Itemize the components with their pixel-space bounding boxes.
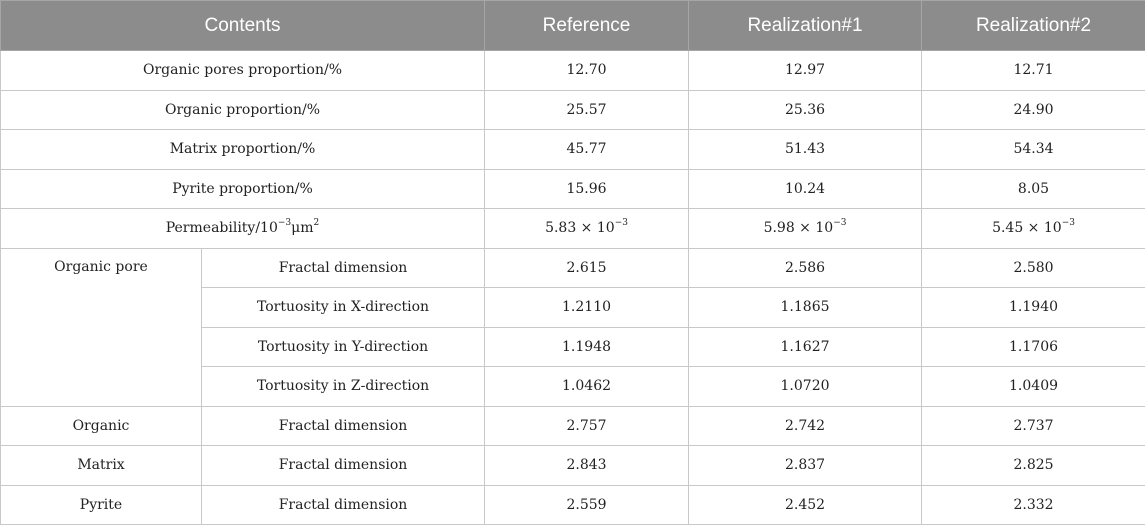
table-row: Pyrite Fractal dimension 2.559 2.452 2.3… — [0, 484, 1145, 525]
cell-reference: 2.615 — [484, 247, 690, 288]
cell-realization-1: 51.43 — [688, 129, 923, 170]
cell-realization-1: 1.1865 — [688, 287, 923, 328]
permeability-mantissa: 5.83 × 10 — [545, 220, 615, 237]
table-row: Matrix proportion/% 45.77 51.43 54.34 — [0, 129, 1145, 170]
phase-label: Pyrite — [0, 484, 202, 525]
row-label: Pyrite proportion/% — [0, 168, 486, 209]
cell-reference: 2.757 — [484, 405, 690, 446]
sub-label: Tortuosity in Y-direction — [200, 326, 486, 367]
permeability-exponent: −3 — [833, 218, 847, 229]
cell-reference: 2.559 — [484, 484, 690, 525]
header-row: Contents Reference Realization#1 Realiza… — [0, 0, 1145, 51]
phase-label: Organic — [0, 405, 202, 446]
cell-realization-2: 1.1706 — [921, 326, 1145, 367]
cell-realization-1: 10.24 — [688, 168, 923, 209]
cell-realization-1: 2.742 — [688, 405, 923, 446]
sub-label: Tortuosity in X-direction — [200, 287, 486, 328]
cell-reference: 25.57 — [484, 89, 690, 130]
cell-realization-1: 1.0720 — [688, 366, 923, 407]
table-row: Organic Fractal dimension 2.757 2.742 2.… — [0, 405, 1145, 446]
cell-realization-2: 5.45 × 10−3 — [921, 208, 1145, 249]
sub-label: Tortuosity in Z-direction — [200, 366, 486, 407]
permeability-label: Permeability/10−3μm2 — [0, 208, 486, 249]
permeability-label-exponent: −3 — [277, 218, 292, 229]
table-row: Tortuosity in Y-direction 1.1948 1.1627 … — [1, 326, 1145, 367]
cell-realization-1: 25.36 — [688, 89, 923, 130]
row-label: Organic proportion/% — [0, 89, 486, 130]
cell-realization-1: 2.452 — [688, 484, 923, 525]
row-label: Matrix proportion/% — [0, 129, 486, 170]
cell-realization-1: 2.586 — [688, 247, 923, 288]
permeability-label-unit-exponent: 2 — [313, 218, 320, 229]
cell-realization-2: 2.825 — [921, 445, 1145, 486]
phase-label: Matrix — [0, 445, 202, 486]
table-row: Organic proportion/% 25.57 25.36 24.90 — [0, 89, 1145, 130]
permeability-exponent: −3 — [1061, 218, 1075, 229]
cell-realization-2: 2.332 — [921, 484, 1145, 525]
cell-realization-2: 24.90 — [921, 89, 1145, 130]
table-row: Pyrite proportion/% 15.96 10.24 8.05 — [0, 168, 1145, 209]
cell-realization-1: 12.97 — [688, 50, 923, 91]
header-realization-1: Realization#1 — [688, 0, 923, 51]
permeability-mantissa: 5.98 × 10 — [763, 220, 834, 237]
table-row: Tortuosity in Z-direction 1.0462 1.0720 … — [1, 366, 1145, 407]
cell-realization-2: 8.05 — [921, 168, 1145, 209]
permeability-mantissa: 5.45 × 10 — [992, 220, 1062, 237]
header-reference: Reference — [484, 0, 690, 51]
cell-realization-1: 1.1627 — [688, 326, 923, 367]
cell-realization-1: 2.837 — [688, 445, 923, 486]
sub-label: Fractal dimension — [200, 405, 486, 446]
sub-label: Fractal dimension — [200, 445, 486, 486]
organic-pore-group-label: Organic pore — [0, 247, 202, 407]
table-row: Tortuosity in X-direction 1.2110 1.1865 … — [1, 287, 1145, 328]
header-contents: Contents — [0, 0, 486, 51]
cell-realization-2: 2.580 — [921, 247, 1145, 288]
cell-reference: 45.77 — [484, 129, 690, 170]
sub-label: Fractal dimension — [200, 247, 486, 288]
cell-reference: 15.96 — [484, 168, 690, 209]
row-label: Organic pores proportion/% — [0, 50, 486, 91]
cell-reference: 12.70 — [484, 50, 690, 91]
permeability-exponent: −3 — [614, 218, 628, 229]
cell-realization-2: 1.1940 — [921, 287, 1145, 328]
cell-reference: 1.1948 — [484, 326, 690, 367]
table-row: Organic pores proportion/% 12.70 12.97 1… — [0, 50, 1145, 91]
cell-realization-2: 54.34 — [921, 129, 1145, 170]
cell-realization-2: 1.0409 — [921, 366, 1145, 407]
table-row: Organic pore Fractal dimension 2.615 2.5… — [0, 247, 1145, 407]
sub-label: Fractal dimension — [200, 484, 486, 525]
cell-realization-2: 12.71 — [921, 50, 1145, 91]
cell-reference: 1.0462 — [484, 366, 690, 407]
cell-reference: 5.83 × 10−3 — [484, 208, 690, 249]
cell-realization-2: 2.737 — [921, 405, 1145, 446]
permeability-row: Permeability/10−3μm2 5.83 × 10−3 5.98 × … — [0, 208, 1145, 249]
permeability-label-prefix: Permeability/10 — [165, 220, 278, 237]
table-row: Matrix Fractal dimension 2.843 2.837 2.8… — [0, 445, 1145, 486]
header-realization-2: Realization#2 — [921, 0, 1145, 51]
cell-reference: 2.843 — [484, 445, 690, 486]
permeability-label-unit: μm — [291, 220, 314, 237]
cell-realization-1: 5.98 × 10−3 — [688, 208, 923, 249]
cell-reference: 1.2110 — [484, 287, 690, 328]
